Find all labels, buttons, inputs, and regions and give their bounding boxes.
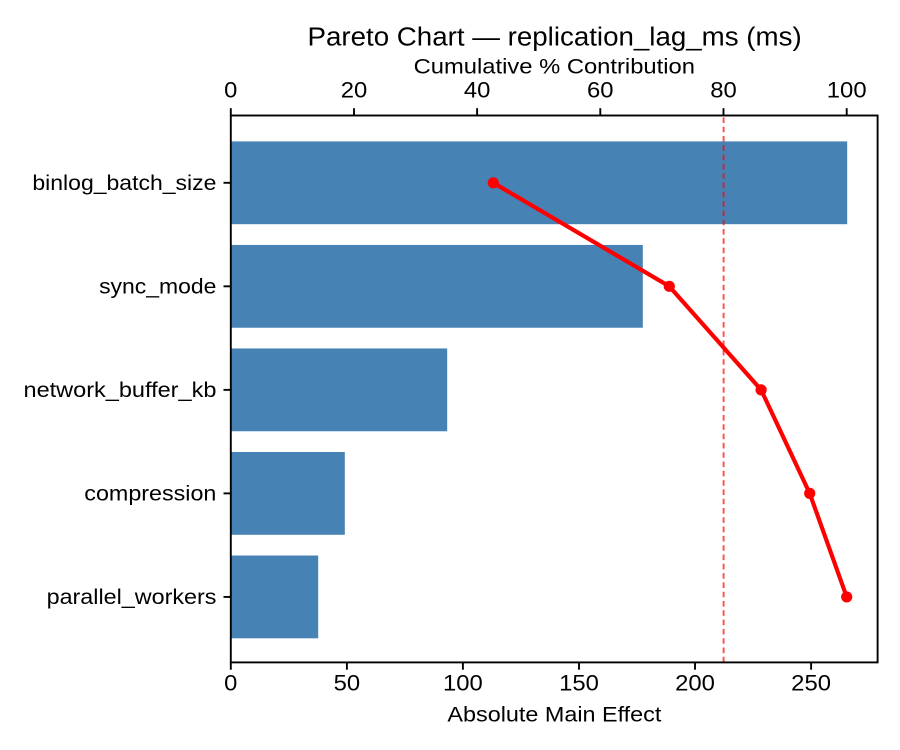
- svg-text:150: 150: [559, 671, 599, 696]
- svg-text:200: 200: [675, 671, 715, 696]
- svg-text:20: 20: [341, 78, 368, 103]
- svg-text:sync_mode: sync_mode: [99, 275, 216, 299]
- svg-text:100: 100: [443, 671, 483, 696]
- svg-text:0: 0: [224, 671, 237, 696]
- svg-text:Pareto Chart — replication_lag: Pareto Chart — replication_lag_ms (ms): [307, 21, 801, 51]
- svg-text:80: 80: [710, 78, 737, 103]
- svg-text:Absolute Main Effect: Absolute Main Effect: [447, 702, 661, 726]
- svg-text:compression: compression: [84, 482, 216, 506]
- svg-text:40: 40: [464, 78, 491, 103]
- svg-text:100: 100: [827, 78, 867, 103]
- svg-text:60: 60: [587, 78, 614, 103]
- svg-text:Cumulative % Contribution: Cumulative % Contribution: [414, 55, 695, 79]
- svg-text:parallel_workers: parallel_workers: [47, 585, 217, 609]
- svg-text:0: 0: [224, 78, 237, 103]
- svg-text:250: 250: [791, 671, 831, 696]
- svg-text:50: 50: [334, 671, 361, 696]
- svg-text:binlog_batch_size: binlog_batch_size: [32, 171, 216, 195]
- svg-text:network_buffer_kb: network_buffer_kb: [24, 378, 217, 402]
